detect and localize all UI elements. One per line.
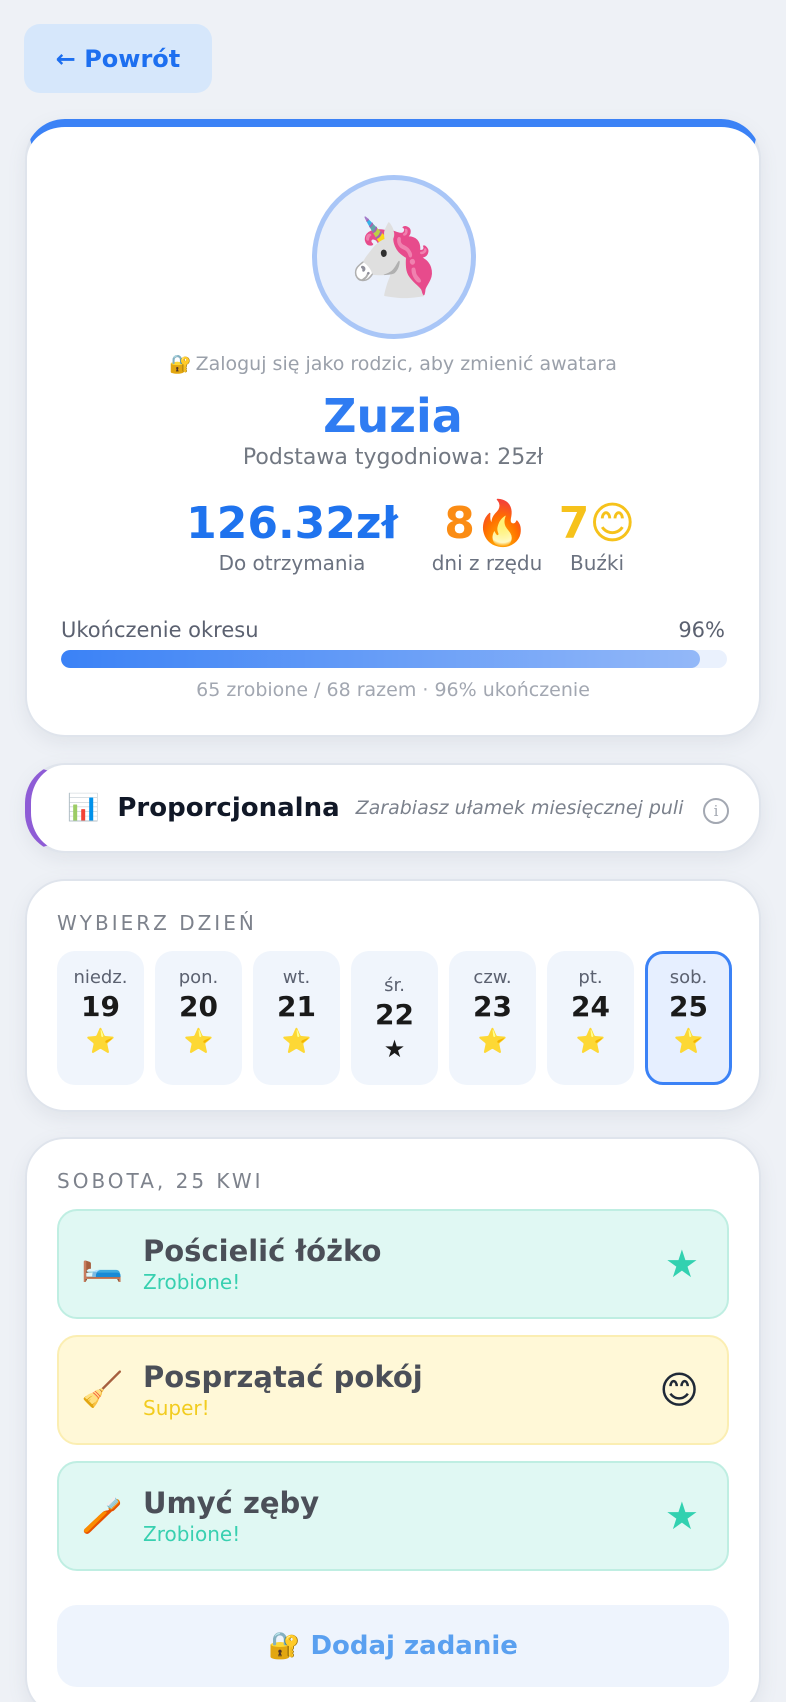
star-icon: ⭐ [575, 1027, 606, 1055]
star-icon[interactable]: ★ [664, 1494, 699, 1538]
mode-description: Zarabiasz ułamek miesięcznej puli [355, 797, 684, 819]
weekly-base: Podstawa tygodniowa: 25zł [242, 445, 544, 470]
mode-card[interactable]: 📊 Proporcjonalna Zarabiasz ułamek miesię… [25, 763, 761, 853]
task-status: Super! [143, 1396, 210, 1420]
day-date: 21 [277, 990, 316, 1023]
progress-fill [61, 650, 701, 668]
stat-balance-value: 126.32zł [186, 498, 398, 549]
day-date: 19 [81, 990, 120, 1023]
stat-streak: 8🔥 dni z rzędu [407, 498, 567, 576]
day-date: 20 [179, 990, 218, 1023]
day-saturday[interactable]: sob. 25 ⭐ [645, 951, 732, 1085]
day-date: 23 [473, 990, 512, 1023]
day-friday[interactable]: pt. 24 ⭐ [547, 951, 634, 1085]
child-name: Zuzia [323, 389, 463, 443]
star-icon: ⭐ [281, 1027, 312, 1055]
task-name: Umyć zęby [143, 1486, 320, 1520]
lock-icon: 🔐 [169, 354, 192, 375]
stat-streak-label: dni z rzędu [431, 551, 543, 575]
day-thursday[interactable]: czw. 23 ⭐ [449, 951, 536, 1085]
day-name: pon. [178, 967, 219, 988]
unicorn-icon: 🦄 [346, 212, 442, 301]
bar-chart-icon: 📊 [67, 793, 100, 823]
day-picker-title: WYBIERZ DZIEŃ [57, 911, 257, 935]
star-outline-icon: ★ [383, 1035, 406, 1063]
star-icon: ⭐ [183, 1027, 214, 1055]
star-icon: ⭐ [85, 1027, 116, 1055]
day-picker-card: WYBIERZ DZIEŃ niedz. 19 ⭐ pon. 20 ⭐ wt. … [25, 879, 761, 1112]
day-date: 24 [571, 990, 610, 1023]
stat-faces-value: 7😊 [558, 498, 636, 549]
progress-bar [61, 650, 727, 668]
day-sunday[interactable]: niedz. 19 ⭐ [57, 951, 144, 1085]
bed-icon: 🛏️ [81, 1244, 124, 1284]
day-date: 22 [375, 998, 414, 1031]
day-date: 25 [669, 990, 708, 1023]
task-item[interactable]: 🧹 Posprzątać pokój Super! 😊 [57, 1335, 729, 1445]
day-name: wt. [282, 967, 311, 988]
lock-icon: 🔐 [268, 1631, 301, 1661]
task-name: Pościelić łóżko [143, 1234, 382, 1268]
task-item[interactable]: 🪥 Umyć zęby Zrobione! ★ [57, 1461, 729, 1571]
add-task-button[interactable]: 🔐 Dodaj zadanie [57, 1605, 729, 1687]
day-name: pt. [578, 967, 603, 988]
mode-title: Proporcjonalna [117, 793, 340, 823]
day-tuesday[interactable]: wt. 21 ⭐ [253, 951, 340, 1085]
star-icon: ⭐ [477, 1027, 508, 1055]
day-name: sob. [669, 967, 708, 988]
profile-card: 🦄 🔐 Zaloguj się jako rodzic, aby zmienić … [25, 119, 761, 737]
task-item[interactable]: 🛏️ Pościelić łóżko Zrobione! ★ [57, 1209, 729, 1319]
login-note-text: Zaloguj się jako rodzic, aby zmienić awa… [195, 353, 617, 375]
broom-icon: 🧹 [81, 1370, 124, 1410]
smiley-icon[interactable]: 😊 [659, 1368, 699, 1412]
star-icon: ⭐ [673, 1027, 704, 1055]
tasks-card: SOBOTA, 25 KWI 🛏️ Pościelić łóżko Zrobio… [25, 1137, 761, 1702]
day-name: śr. [384, 975, 405, 996]
task-name: Posprzątać pokój [143, 1360, 423, 1394]
toothbrush-icon: 🪥 [81, 1496, 124, 1536]
progress-detail: 65 zrobione / 68 razem · 96% ukończenie [196, 679, 590, 701]
login-note: 🔐 Zaloguj się jako rodzic, aby zmienić aw… [27, 353, 759, 375]
stat-faces: 7😊 Buźki [537, 498, 657, 576]
add-task-label: Dodaj zadanie [310, 1631, 518, 1661]
day-list: niedz. 19 ⭐ pon. 20 ⭐ wt. 21 ⭐ śr. 22 ★ … [57, 951, 732, 1085]
day-name: niedz. [73, 967, 128, 988]
task-status: Zrobione! [143, 1522, 241, 1546]
day-wednesday[interactable]: śr. 22 ★ [351, 951, 438, 1085]
stat-balance: 126.32zł Do otrzymania [172, 498, 412, 576]
stat-faces-label: Buźki [569, 551, 625, 575]
stat-streak-value: 8🔥 [444, 498, 530, 549]
tasks-date-title: SOBOTA, 25 KWI [57, 1169, 264, 1193]
info-icon[interactable]: i [703, 798, 729, 824]
day-name: czw. [473, 967, 512, 988]
progress-percent: 96% [678, 618, 725, 642]
stat-balance-label: Do otrzymania [218, 551, 366, 575]
back-button[interactable]: ← Powrót [24, 24, 212, 93]
day-monday[interactable]: pon. 20 ⭐ [155, 951, 242, 1085]
task-status: Zrobione! [143, 1270, 241, 1294]
avatar[interactable]: 🦄 [312, 175, 476, 339]
back-button-label: ← Powrót [55, 44, 181, 73]
progress-label: Ukończenie okresu [61, 618, 259, 642]
star-icon[interactable]: ★ [664, 1242, 699, 1286]
